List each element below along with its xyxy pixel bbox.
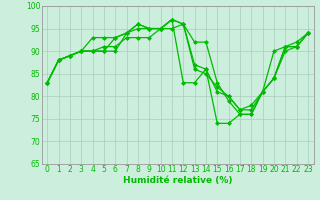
X-axis label: Humidité relative (%): Humidité relative (%) xyxy=(123,176,232,185)
